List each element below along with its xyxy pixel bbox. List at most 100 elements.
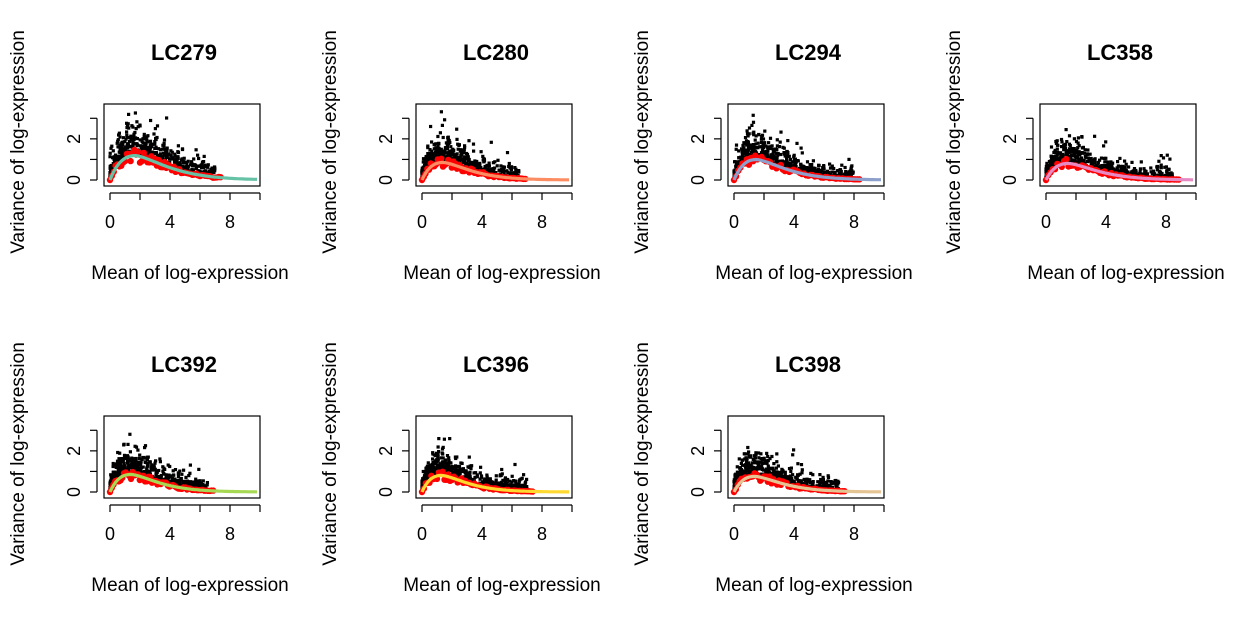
spike-point [1063, 156, 1070, 163]
data-point [145, 464, 150, 468]
data-point [494, 474, 498, 478]
data-point [1080, 135, 1084, 139]
data-point [1078, 153, 1082, 157]
data-point [1155, 165, 1159, 169]
data-point [125, 130, 129, 134]
data-point [430, 149, 434, 153]
trend-line [732, 474, 882, 494]
data-point [792, 164, 796, 168]
data-point [421, 157, 426, 161]
data-point [820, 169, 824, 173]
data-point [514, 169, 518, 173]
data-point [485, 479, 489, 483]
data-point [466, 159, 470, 163]
data-point [118, 466, 122, 470]
data-point [846, 171, 851, 175]
data-point [760, 148, 765, 152]
data-point [733, 476, 737, 480]
data-point [747, 471, 751, 475]
data-point [512, 479, 516, 483]
data-point [782, 146, 786, 150]
data-point [429, 469, 433, 473]
data-point [178, 469, 182, 473]
data-point [795, 159, 799, 163]
data-point [152, 132, 156, 136]
data-point [849, 171, 853, 175]
data-point [468, 470, 472, 474]
data-point [136, 448, 140, 452]
data-point [459, 461, 463, 465]
data-point [795, 141, 799, 145]
data-point [744, 154, 748, 158]
data-point [843, 172, 847, 176]
data-point [1082, 151, 1086, 155]
data-point [769, 146, 773, 151]
data-point [1121, 167, 1125, 171]
data-point [167, 157, 172, 161]
data-point [767, 146, 771, 150]
data-point [118, 463, 122, 467]
data-point [178, 478, 182, 482]
data-point [1109, 160, 1113, 164]
data-point [741, 149, 745, 153]
data-point [1058, 156, 1062, 160]
data-point [446, 136, 450, 140]
data-point [747, 152, 752, 156]
data-point [145, 466, 149, 470]
data-point [468, 476, 472, 481]
data-point [116, 462, 120, 466]
data-point [136, 463, 140, 467]
data-point [1113, 168, 1117, 172]
data-point [197, 156, 201, 161]
data-point [430, 140, 434, 144]
data-point [1087, 157, 1091, 161]
data-point [838, 168, 843, 172]
data-point [835, 169, 840, 173]
data-point [745, 462, 749, 466]
data-point [161, 465, 165, 469]
data-point [1080, 151, 1084, 155]
x-tick-label: 0 [1041, 212, 1051, 232]
data-point [443, 118, 447, 122]
data-point [741, 157, 745, 161]
data-point [132, 132, 136, 136]
data-point [135, 120, 139, 124]
data-point [1060, 145, 1064, 149]
data-point [461, 157, 465, 161]
data-point [436, 445, 440, 449]
data-point [188, 480, 192, 484]
data-point [127, 136, 131, 140]
data-point [143, 446, 147, 450]
data-point [213, 165, 217, 169]
data-point [1093, 159, 1097, 163]
data-point [809, 471, 813, 475]
data-point [165, 146, 169, 150]
data-point [465, 152, 470, 157]
data-point [851, 170, 855, 174]
data-point [198, 169, 202, 173]
data-point [160, 156, 164, 160]
data-point [131, 141, 135, 145]
x-axis-label: Mean of log-expression [715, 263, 913, 284]
data-point [799, 162, 803, 166]
data-point [449, 461, 453, 465]
data-point [161, 469, 165, 473]
data-point [517, 479, 521, 483]
data-point [789, 481, 794, 485]
data-point [477, 165, 481, 170]
data-point [119, 460, 123, 464]
trend-line [420, 160, 569, 182]
plot-frame [727, 103, 885, 187]
data-point [832, 166, 836, 171]
data-point [485, 163, 489, 167]
data-point [1129, 171, 1134, 175]
data-point [199, 164, 203, 168]
data-point [785, 477, 789, 481]
data-point [739, 467, 743, 472]
data-point [123, 145, 127, 149]
data-point [1103, 160, 1107, 164]
data-point [427, 153, 431, 157]
data-point [441, 456, 445, 460]
data-point [514, 479, 518, 483]
